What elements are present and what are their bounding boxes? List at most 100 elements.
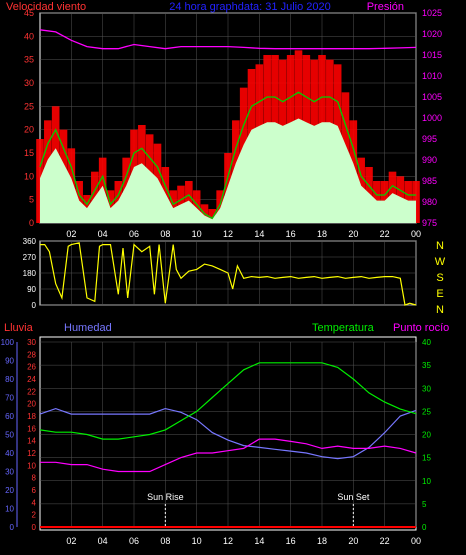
hour-tick-label: 00 [411,229,421,239]
hour-tick-label: 16 [286,536,296,546]
wind-speed-tick-label: 10 [24,171,34,181]
hour-tick-label: 10 [192,229,202,239]
humidity-line [39,407,417,460]
wind-speed-tick-label: 25 [24,101,34,111]
rain-tick-label: 6 [32,486,37,495]
humidity-tick-label: 60 [5,412,14,421]
rain-tick-label: 22 [27,387,36,396]
hour-tick-label: 18 [317,229,327,239]
hour-tick-label: 22 [380,229,390,239]
cardinal-label: W [435,256,446,268]
temperature-tick-label: 20 [422,431,431,440]
rain-tick-label: 30 [27,338,36,347]
rain-tick-label: 10 [27,461,36,470]
humidity-tick-label: 90 [5,357,14,366]
wind-gust-bar [106,190,115,223]
humidity-tick-label: 80 [5,375,14,384]
wind-speed-tick-label: 30 [24,78,34,88]
sun-event-label: Sun Set [337,492,370,502]
sun-event-label: Sun Rise [147,492,184,502]
humidity-title: Humedad [64,322,112,334]
wind-fill-area-front [40,118,416,223]
temperature-axis: 0 5 10 15 20 25 30 35 40 [422,338,431,532]
wind-gust-bar [208,209,217,223]
rain-tick-label: 28 [27,350,36,359]
humidity-tick-label: 20 [5,486,14,495]
hour-tick-label: 16 [286,229,296,239]
rain-tick-label: 8 [32,474,37,483]
rain-tick-label: 14 [27,437,36,446]
pressure-tick-label: 985 [422,176,437,186]
hour-tick-label: 02 [66,536,76,546]
pressure-tick-label: 1010 [422,71,442,81]
wind-gust-bar [216,190,224,223]
wind-speed-tick-label: 45 [24,8,34,18]
rain-tick-label: 4 [32,498,37,507]
chart-title: 24 hora graphdata: 31 Julio 2020 [169,1,330,13]
pressure-line [39,29,417,50]
wind-gust-bar [192,190,201,223]
hour-tick-label: 06 [129,536,139,546]
temperature-tick-label: 35 [422,361,431,370]
wind-speed-tick-label: 35 [24,55,34,65]
temperature-tick-label: 25 [422,407,431,416]
rain-tick-label: 24 [27,375,36,384]
hour-tick-label: 04 [98,229,108,239]
pressure-tick-label: 995 [422,134,437,144]
pressure-axis: 975 980 985 990 995 1000 1005 1010 1015 1020 1025 [422,8,442,228]
wind-gust-bar [169,190,177,223]
cardinal-label: N [436,240,444,252]
humidity-tick-label: 10 [5,505,14,514]
humidity-tick-label: 70 [5,394,14,403]
top-plot-series [36,29,420,224]
direction-tick-label: 180 [23,269,37,278]
wind-direction-line [40,242,417,306]
humidity-tick-label: 40 [5,449,14,458]
temperature-line [39,362,417,440]
temperature-tick-label: 40 [422,338,431,347]
temperature-title: Temperatura [312,322,375,334]
rain-tick-label: 2 [32,511,37,520]
sun-annotations: Sun Rise Sun Set [147,492,370,527]
direction-tick-label: 270 [23,253,37,262]
dewpoint-line [40,438,417,473]
hour-tick-label: 18 [317,536,327,546]
bottom-hour-axis: 02 04 06 08 10 12 14 16 18 20 22 00 [66,536,421,546]
hour-tick-label: 06 [129,229,139,239]
dewpoint-title: Punto rocío [393,322,449,334]
humidity-tick-label: 30 [5,468,14,477]
direction-series [40,242,417,306]
direction-degree-axis: 0 90 180 270 360 [23,237,37,310]
pressure-tick-label: 975 [422,218,437,228]
wind-speed-title: Velocidad viento [6,1,86,13]
wind-speed-tick-label: 0 [29,218,34,228]
top-hour-axis: 02 04 06 08 10 12 14 16 18 20 22 00 [66,229,421,239]
pressure-tick-label: 1005 [422,92,442,102]
hour-tick-label: 14 [254,229,264,239]
pressure-tick-label: 1000 [422,113,442,123]
humidity-tick-label: 50 [5,431,14,440]
temperature-tick-label: 15 [422,454,431,463]
pressure-tick-label: 980 [422,197,437,207]
rain-tick-label: 20 [27,400,36,409]
hour-tick-label: 20 [348,229,358,239]
hour-tick-label: 20 [348,536,358,546]
pressure-tick-label: 1015 [422,50,442,60]
direction-tick-label: 360 [23,237,37,246]
wind-speed-axis: 0 5 10 15 20 25 30 35 40 45 [24,8,34,228]
cardinal-label: N [436,304,444,316]
rain-tick-label: 12 [27,449,36,458]
wind-average-line [39,91,416,220]
temperature-tick-label: 5 [422,500,427,509]
cardinal-label: S [436,272,443,284]
hour-tick-label: 08 [160,229,170,239]
rain-tick-label: 0 [32,523,37,532]
hour-tick-label: 00 [411,536,421,546]
wind-speed-tick-label: 40 [24,31,34,41]
pressure-tick-label: 990 [422,155,437,165]
rain-tick-label: 16 [27,424,36,433]
direction-tick-label: 0 [32,301,37,310]
